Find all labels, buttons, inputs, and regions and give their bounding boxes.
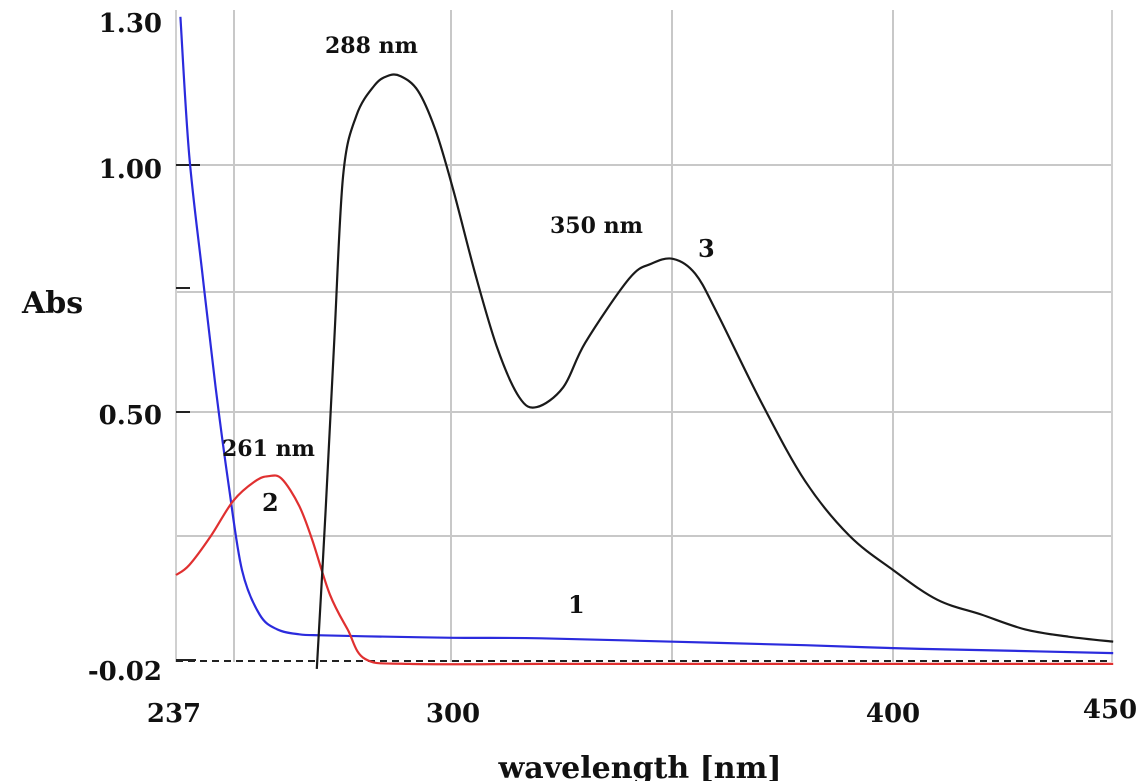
x-tick-labels: 237 300 400 450 [147,695,1137,729]
series-label-3: 3 [698,234,715,263]
y-tick-label: 1.00 [99,155,162,185]
x-tick-label: 300 [426,699,480,729]
series-label-2: 2 [262,488,279,517]
x-tick-label: 237 [147,699,201,729]
peak-label-350: 350 nm [550,213,643,239]
peak-label-261: 261 nm [222,436,315,462]
x-tick-label: 450 [1083,695,1137,725]
grid [175,10,1113,662]
series-line-3 [315,73,1114,669]
series-line-1 [179,16,1114,655]
x-axis-title: wavelength [nm] [497,751,781,781]
series-label-1: 1 [568,590,585,619]
peak-label-288: 288 nm [325,33,418,59]
y-tick-labels: 1.30 1.00 0.50 -0.02 [88,9,162,687]
y-tick-label: 0.50 [99,401,162,431]
y-axis-title: Abs [21,286,83,321]
y-tick-label: -0.02 [88,657,162,687]
series-layer [175,16,1114,669]
x-tick-label: 400 [866,699,920,729]
series-line-2 [175,474,1114,666]
y-tick-label: 1.30 [99,9,162,39]
